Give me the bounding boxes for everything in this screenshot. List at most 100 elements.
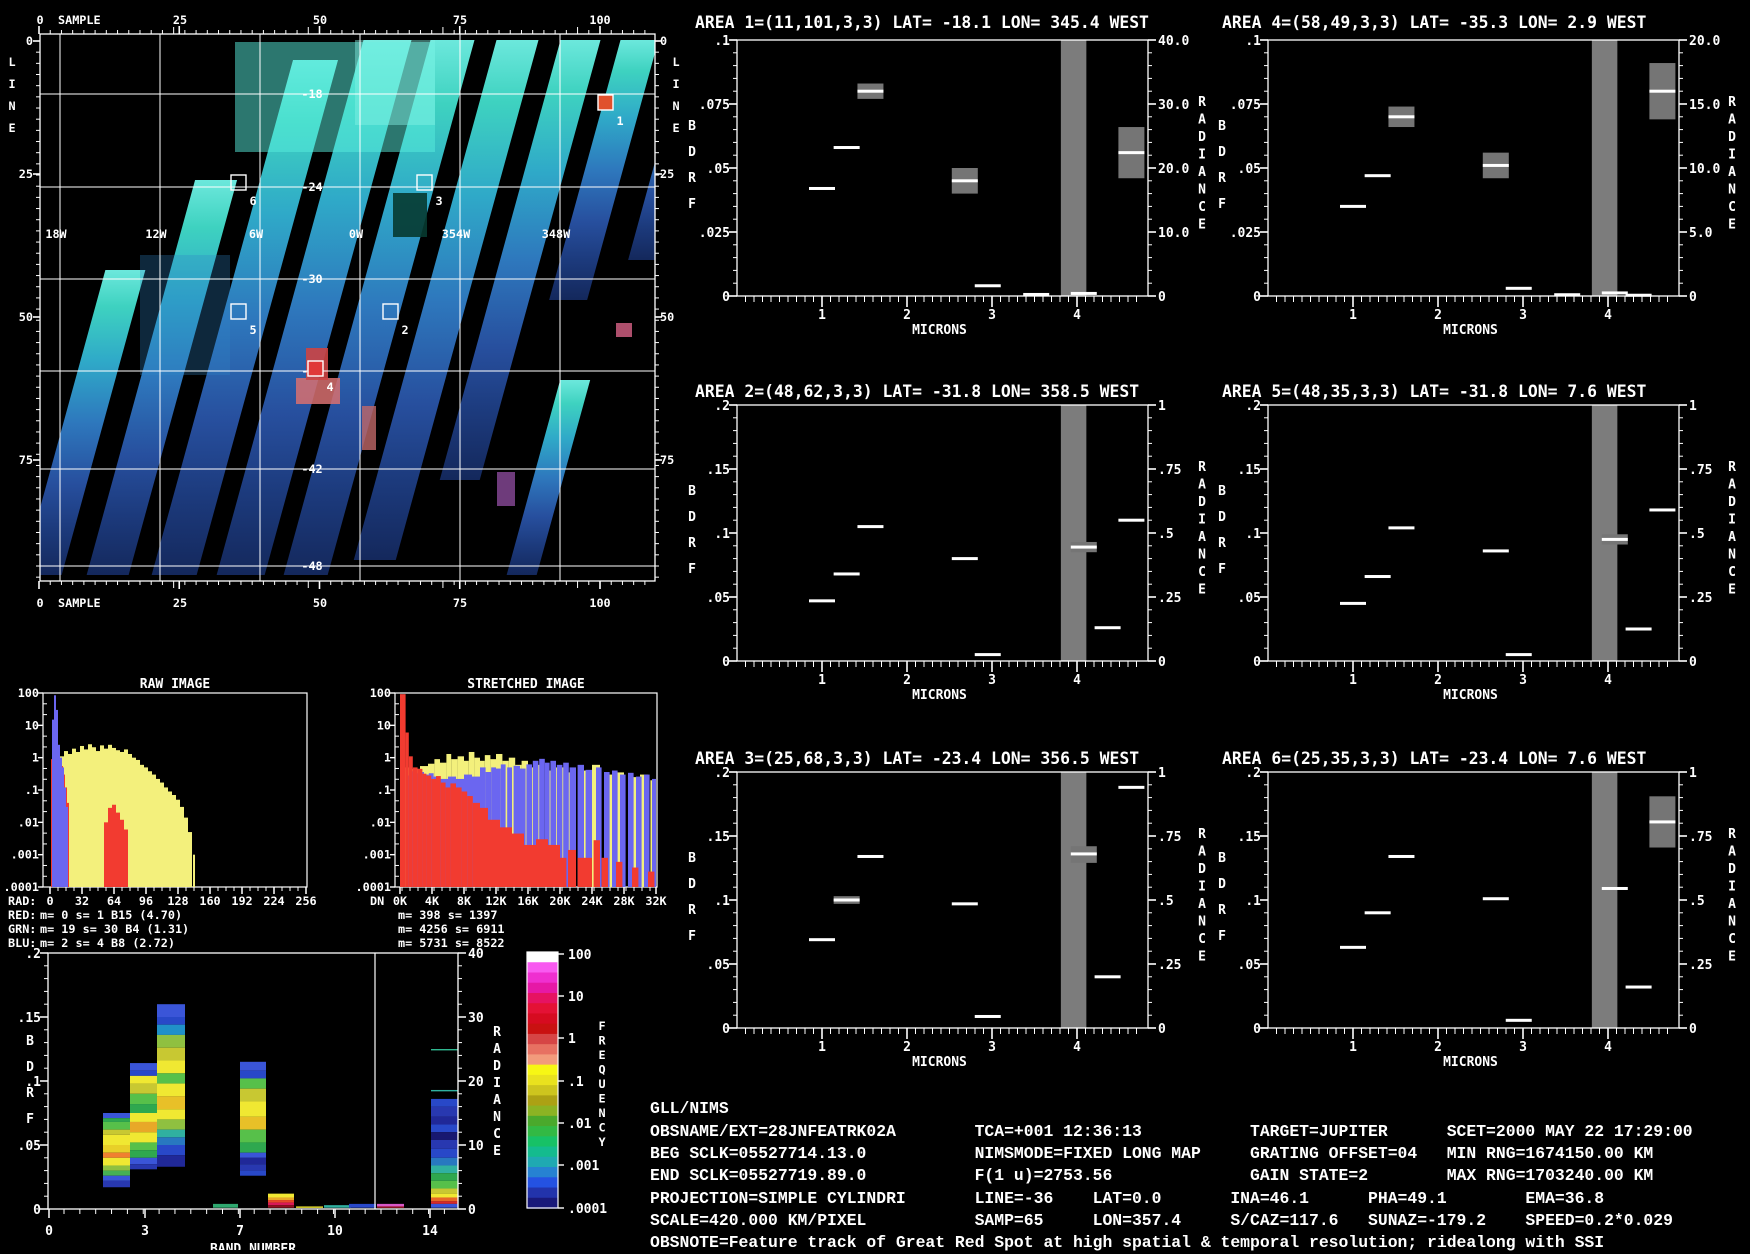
band-bar-stripe <box>431 1173 458 1181</box>
data-point-dash <box>1388 854 1415 858</box>
colorbar-tick-label: .1 <box>568 1075 584 1090</box>
mosaic-swath <box>549 40 655 300</box>
data-point-dash <box>1340 204 1366 208</box>
band-bar-stripe <box>431 1139 458 1149</box>
bdrf-axis-label: F <box>688 197 696 212</box>
data-point-dash <box>857 854 884 858</box>
band-bar-stripe <box>157 1129 185 1138</box>
hist-y-label: 1 <box>32 751 39 765</box>
band-bar-stripe <box>431 1106 458 1117</box>
hist-bar-red <box>104 822 108 887</box>
data-point-dash <box>857 89 884 93</box>
colorbar-tick-label: .001 <box>568 1159 599 1174</box>
band-bar-stripe <box>157 1060 185 1074</box>
metadata-line: PROJECTION=SIMPLE CYLINDRI LINE=-36 LAT=… <box>650 1188 1605 1208</box>
hist-bar-blue <box>532 760 539 887</box>
colorbar-segment <box>527 1115 558 1127</box>
band-bar-stripe <box>431 1116 458 1125</box>
hist-bar-blue <box>628 772 634 887</box>
band-bar-stripe <box>377 1203 404 1207</box>
radiance-axis-label: A <box>1198 530 1206 545</box>
hist-y-label: .01 <box>370 815 391 829</box>
colorbar-segment <box>527 1054 558 1066</box>
imagery-patch <box>140 255 230 375</box>
hist-y-label: 100 <box>370 686 391 700</box>
radiance-axis-label: N <box>1198 915 1206 930</box>
bdrf-tick-label: .2 <box>1245 766 1261 781</box>
micron-tick-label: 2 <box>1434 308 1442 323</box>
radiance-axis-label: C <box>1198 932 1206 947</box>
metadata-line: SCALE=420.000 KM/PIXEL SAMP=65 LON=357.4… <box>650 1210 1673 1230</box>
radiance-axis-label: C <box>1198 565 1206 580</box>
hist-y-label: 1 <box>384 751 391 765</box>
hist-bar-blue <box>577 764 584 887</box>
histogram-title: STRETCHED IMAGE <box>467 677 584 692</box>
radiance-tick-label: 15.0 <box>1689 98 1720 113</box>
band-x-axis-title: BAND NUMBER <box>210 1242 296 1250</box>
colorbar-tick-label: 10 <box>568 990 584 1005</box>
line-tick-label: 0 <box>660 34 667 48</box>
bdrf-tick-label: .05 <box>1238 162 1261 177</box>
band-bar-stripe <box>157 1109 185 1120</box>
data-point-dash <box>809 599 835 603</box>
band-bar-stripe <box>157 1145 185 1156</box>
band-y-label: .05 <box>18 1139 41 1154</box>
hist-bar-yellow <box>76 751 80 887</box>
bdrf-tick-label: 0 <box>722 655 730 670</box>
bdrf-axis-label: B <box>688 484 696 499</box>
band-x-label: 7 <box>236 1224 244 1239</box>
radiance-tick-label: .5 <box>1158 527 1174 542</box>
hist-bar-red <box>461 791 468 887</box>
line-tick-label: 25 <box>19 167 33 181</box>
data-point-dash <box>1118 151 1145 155</box>
hist-bar-yellow <box>136 759 140 887</box>
hist-bar-yellow <box>84 749 88 887</box>
radiance-axis-label: A <box>1728 897 1736 912</box>
stats-stretched-values: m= 398 s= 1397 <box>398 908 497 922</box>
band-bar-stripe <box>431 1089 458 1092</box>
frequency-axis-label: E <box>598 1048 605 1062</box>
bdrf-tick-label: .15 <box>1238 830 1261 845</box>
radiance-axis-label: A <box>1198 478 1206 493</box>
hist-x-label: 32K <box>645 894 667 908</box>
hist-bar-blue <box>507 767 512 887</box>
hist-x-label: 28K <box>613 894 635 908</box>
hist-bar-red <box>408 756 413 887</box>
bdrf-tick-label: .1 <box>714 34 730 49</box>
stats-stretched-values: m= 4256 s= 6911 <box>398 922 505 936</box>
hist-bar-yellow <box>68 753 72 887</box>
band-bar-stripe <box>103 1157 130 1166</box>
line-tick-label: 50 <box>19 310 33 324</box>
hist-x-label: 0K <box>393 894 408 908</box>
hist-bar-red <box>548 844 560 887</box>
hist-bar-blue <box>612 770 618 887</box>
band-bdrf-label: B <box>26 1034 34 1049</box>
x-axis-title: MICRONS <box>912 688 967 703</box>
hist-bar-red <box>400 694 406 887</box>
colorbar-segment <box>527 992 558 1004</box>
histogram-title: RAW IMAGE <box>140 677 210 692</box>
bdrf-tick-label: .15 <box>707 830 730 845</box>
band-y-label: .2 <box>25 947 41 962</box>
hist-bar-yellow <box>148 771 152 887</box>
micron-tick-label: 1 <box>1349 1040 1357 1055</box>
band-y2-label: 20 <box>468 1075 484 1090</box>
radiance-axis-label: C <box>1198 200 1206 215</box>
bdrf-axis-label: D <box>688 877 696 892</box>
hist-bar-blue <box>556 764 563 887</box>
bdrf-axis-label: F <box>1218 929 1226 944</box>
bdrf-tick-label: .1 <box>714 894 730 909</box>
hist-bar-blue <box>620 774 626 887</box>
bdrf-axis-label: B <box>1218 119 1226 134</box>
band-bar-stripe <box>296 1206 323 1208</box>
band-bdrf-label: F <box>26 1112 34 1127</box>
sample-tick-label: 100 <box>589 13 610 27</box>
sample-tick-label: 0 <box>36 13 43 27</box>
hist-x-label: 8K <box>457 894 472 908</box>
bdrf-axis-label: D <box>1218 145 1226 160</box>
band-radiance-label: D <box>493 1059 501 1074</box>
band-x-label: 3 <box>141 1224 149 1239</box>
bdrf-axis-label: B <box>688 119 696 134</box>
bdrf-tick-label: .2 <box>714 766 730 781</box>
